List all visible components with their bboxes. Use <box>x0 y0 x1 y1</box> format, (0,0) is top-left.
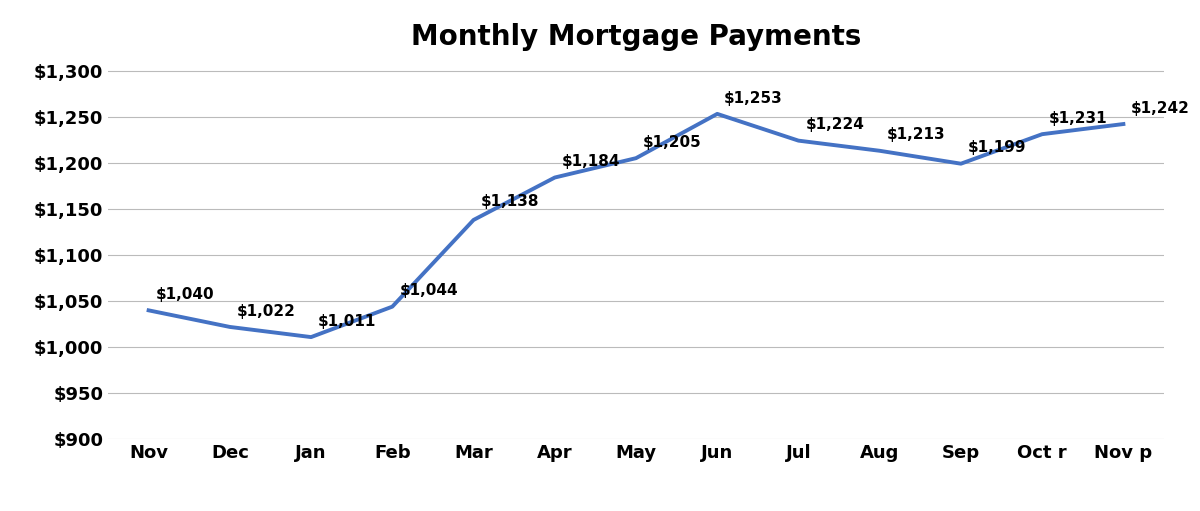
Text: $1,224: $1,224 <box>805 118 864 132</box>
Title: Monthly Mortgage Payments: Monthly Mortgage Payments <box>410 22 862 51</box>
Text: $1,231: $1,231 <box>1049 111 1108 126</box>
Text: $1,044: $1,044 <box>400 283 458 298</box>
Text: $1,242: $1,242 <box>1130 101 1189 115</box>
Text: $1,184: $1,184 <box>562 154 620 169</box>
Text: $1,022: $1,022 <box>236 304 295 318</box>
Text: $1,253: $1,253 <box>724 90 782 106</box>
Text: $1,205: $1,205 <box>643 135 702 150</box>
Text: $1,040: $1,040 <box>156 287 214 302</box>
Text: $1,199: $1,199 <box>968 141 1026 155</box>
Text: $1,213: $1,213 <box>887 127 946 143</box>
Text: $1,138: $1,138 <box>480 194 539 209</box>
Text: $1,011: $1,011 <box>318 314 377 329</box>
